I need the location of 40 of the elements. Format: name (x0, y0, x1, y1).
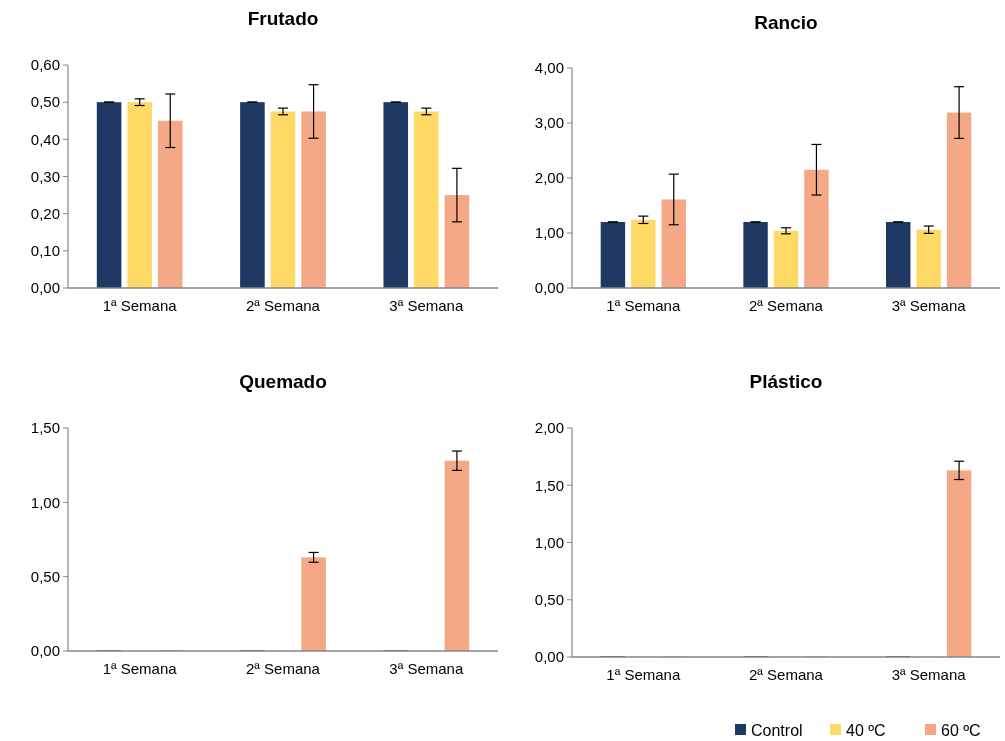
y-tick-label: 0,50 (30, 93, 60, 111)
y-tick-label: 1,50 (30, 419, 60, 437)
x-tick-label: 1ª Semana (102, 297, 178, 314)
x-tick-label: 2ª Semana (246, 297, 321, 314)
y-tick-label: 1,50 (534, 476, 564, 494)
x-tick-label: 3ª Semana (891, 666, 967, 683)
chart-title: Quemado (239, 371, 327, 392)
chart-title: Rancio (754, 12, 818, 33)
x-tick-label: 1ª Semana (102, 660, 178, 677)
y-tick-label: 0,60 (30, 56, 60, 74)
y-tick-label: 0,00 (30, 279, 60, 297)
y-tick-label: 3,00 (534, 114, 564, 132)
x-tick-label: 3ª Semana (389, 297, 464, 314)
legend-label: Control (751, 721, 803, 739)
y-tick-label: 0,10 (30, 242, 60, 260)
x-tick-label: 3ª Semana (389, 660, 464, 677)
y-tick-label: 0,00 (534, 279, 564, 297)
y-tick-label: 0,30 (30, 167, 60, 185)
y-tick-label: 4,00 (534, 59, 564, 77)
x-tick-label: 2ª Semana (749, 666, 824, 683)
y-tick-label: 1,00 (534, 224, 564, 242)
x-tick-label: 1ª Semana (606, 297, 681, 314)
chart-title: Frutado (247, 8, 319, 29)
y-tick-label: 2,00 (534, 419, 564, 437)
x-tick-label: 2ª Semana (246, 660, 321, 677)
x-tick-label: 2ª Semana (749, 297, 824, 314)
legend-label: 60 ºC (941, 721, 981, 739)
legend-label: 40 ºC (846, 721, 886, 739)
y-tick-label: 1,00 (30, 493, 60, 511)
chart-title: Plástico (749, 371, 823, 392)
y-tick-label: 1,00 (534, 533, 564, 551)
y-tick-label: 0,40 (30, 130, 60, 148)
x-tick-label: 3ª Semana (891, 297, 967, 314)
y-tick-label: 2,00 (534, 169, 564, 187)
y-tick-label: 0,50 (30, 567, 60, 585)
y-tick-label: 0,20 (30, 204, 60, 222)
y-tick-label: 0,00 (534, 648, 564, 666)
y-tick-label: 0,50 (534, 591, 564, 608)
y-tick-label: 0,00 (30, 642, 60, 660)
x-tick-label: 1ª Semana (606, 666, 681, 683)
